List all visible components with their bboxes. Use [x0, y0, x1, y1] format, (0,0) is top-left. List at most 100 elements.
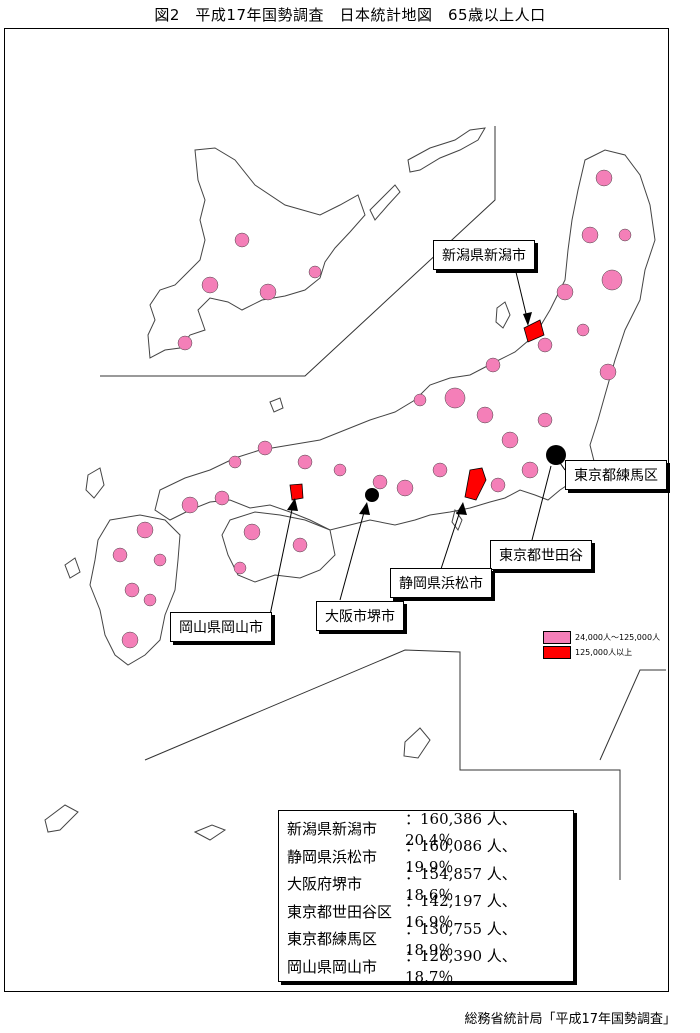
mid-area	[259, 283, 277, 301]
mid-area	[333, 463, 347, 477]
source-note: 総務省統計局「平成17年国勢調査」	[464, 1012, 676, 1027]
callout-nerima: 東京都練馬区	[565, 460, 667, 490]
mid-area	[501, 431, 519, 449]
okayama-leader	[269, 499, 295, 616]
callout-niigata: 新潟県新潟市	[433, 240, 535, 270]
stat-city: 岡山県岡山市	[287, 957, 378, 976]
stat-city: 新潟県新潟市	[287, 820, 378, 839]
legend-label-mid: 24,000人～125,000人	[575, 633, 661, 642]
sado-island	[495, 301, 511, 329]
honshu-island	[154, 149, 656, 531]
stat-row: 東京都世田谷区 ：142,197 人、16.9％	[287, 892, 565, 931]
stat-city: 静岡県浜松市	[287, 847, 378, 866]
mid-area	[396, 479, 414, 497]
niigata-leader	[514, 267, 529, 323]
callout-sakai: 大阪市堺市	[316, 601, 404, 631]
mid-area	[595, 169, 613, 187]
callout-hamamatsu: 静岡県浜松市	[390, 568, 492, 598]
stat-value: ：154,857 人、18.6％	[405, 864, 517, 904]
kuril-islands	[369, 184, 401, 221]
map-title: 図2 平成17年国勢調査 日本統計地図 65歳以上人口	[154, 6, 546, 24]
stat-city: 東京都練馬区	[287, 930, 378, 949]
osaka-dense-area	[365, 488, 379, 502]
niigata-area	[523, 319, 545, 343]
stat-value: ：130,755 人、18.9％	[405, 919, 517, 959]
legend-row-mid: 24,000人～125,000人	[543, 630, 660, 645]
nerima-leader	[557, 459, 566, 471]
mid-area	[177, 335, 193, 351]
mid-area	[234, 232, 250, 248]
mid-area	[476, 406, 494, 424]
setagaya-leader	[531, 465, 552, 541]
stats-table: 新潟県新潟市 ：160,386 人、20.4％ 静岡県浜松市 ：160,086 人、…	[278, 810, 574, 986]
map-legend: 24,000人～125,000人 125,000人以上	[543, 630, 660, 660]
tsushima-island	[85, 467, 105, 499]
mid-area	[599, 363, 617, 381]
legend-swatch-high	[543, 646, 571, 659]
mid-area	[143, 593, 157, 607]
mid-area	[556, 283, 574, 301]
tokyo-dense-area	[546, 445, 566, 465]
stat-row: 東京都練馬区 ：130,755 人、18.9％	[287, 920, 565, 959]
mid-area	[618, 228, 632, 242]
stat-value: ：126,390 人、18.7％	[405, 947, 517, 987]
mid-area	[537, 412, 553, 428]
mid-area	[581, 226, 599, 244]
mid-area	[121, 631, 139, 649]
mid-area	[214, 490, 230, 506]
legend-label-high: 125,000人以上	[575, 648, 633, 657]
mid-area	[292, 537, 308, 553]
stat-row: 静岡県浜松市 ：160,086 人、19.9％	[287, 837, 565, 876]
mid-area	[257, 440, 273, 456]
mid-area	[308, 265, 322, 279]
stat-value: ：160,086 人、19.9％	[405, 837, 517, 877]
stat-row: 岡山県岡山市 ：126,390 人、18.7％	[287, 947, 565, 986]
stat-value: ：142,197 人、16.9％	[405, 892, 517, 932]
map-frame	[4, 28, 669, 992]
mid-area	[201, 276, 219, 294]
hamamatsu-area	[464, 467, 487, 501]
legend-row-high: 125,000人以上	[543, 645, 660, 660]
stat-city: 東京都世田谷区	[287, 902, 393, 921]
callout-okayama: 岡山県岡山市	[170, 612, 272, 642]
amami-island	[403, 727, 431, 759]
mid-area	[112, 547, 128, 563]
stat-value: ：160,386 人、20.4％	[405, 809, 517, 849]
mid-area	[601, 269, 623, 291]
callout-setagaya: 東京都世田谷	[490, 540, 592, 570]
stat-city: 大阪府堺市	[287, 875, 363, 894]
mid-area	[485, 357, 501, 373]
northern-islets	[407, 127, 486, 173]
hokkaido-island	[147, 147, 366, 359]
mid-area	[432, 462, 448, 478]
sakai-leader	[339, 504, 367, 601]
mid-area	[490, 477, 506, 493]
mid-area	[372, 474, 388, 490]
mid-area	[124, 582, 140, 598]
mid-area	[243, 523, 261, 541]
mid-area	[576, 323, 590, 337]
mid-area	[444, 387, 466, 409]
mid-area	[537, 337, 553, 353]
mid-area	[136, 521, 154, 539]
mid-area	[521, 461, 539, 479]
sakai-arrowhead	[359, 502, 370, 515]
mid-area	[297, 454, 313, 470]
hamamatsu-arrowhead	[456, 502, 467, 515]
stat-row: 新潟県新潟市 ：160,386 人、20.4％	[287, 810, 565, 849]
mid-area	[228, 455, 242, 469]
legend-swatch-mid	[543, 631, 571, 644]
okayama-arrowhead	[287, 498, 298, 511]
mid-area	[181, 496, 199, 514]
mid-area	[153, 553, 167, 567]
east-inset-border	[599, 669, 666, 761]
okinawa-island	[44, 804, 79, 833]
hamamatsu-leader	[439, 504, 463, 573]
mid-area	[233, 561, 247, 575]
oki-islands	[269, 397, 284, 413]
goto-islands	[64, 557, 81, 579]
mid-area	[413, 393, 427, 407]
south-inset-border	[144, 649, 621, 880]
hokkaido-inset-border	[100, 126, 496, 377]
